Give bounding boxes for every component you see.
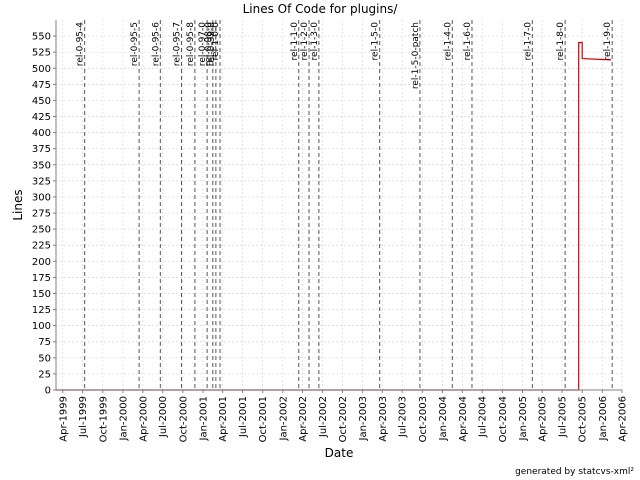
y-tick-label: 250 [32, 225, 51, 236]
release-tag-label: rel-0-95-8 [186, 22, 196, 66]
release-tag-label: rel-0-95-5 [130, 22, 140, 66]
x-tick-label: Jul-2003 [398, 396, 409, 438]
y-tick-label: 150 [32, 289, 51, 300]
x-tick-label: Apr-2003 [378, 396, 389, 442]
release-tag-label: rel-1-8-0 [556, 22, 566, 61]
y-tick-label: 50 [38, 353, 51, 364]
release-tag-label: rel-1-2-0 [300, 22, 310, 61]
y-tick-label: 225 [32, 241, 51, 252]
y-tick-label: 375 [32, 144, 51, 155]
x-tick-label: Apr-2005 [538, 396, 549, 442]
x-tick-label: Jul-1999 [78, 396, 89, 438]
grid [56, 20, 623, 390]
x-tick-label: Jan-2000 [118, 396, 129, 441]
y-tick-label: 525 [32, 48, 51, 59]
x-tick-label: Apr-2002 [298, 396, 309, 442]
x-tick-label: Jan-2004 [438, 396, 449, 441]
release-tag-label: rel-0-98-0 [204, 22, 214, 66]
x-axis: Apr-1999 Jul-1999 Oct-1999 Jan-2000 Apr-2000… [56, 389, 629, 442]
x-tick-label: Apr-2000 [138, 396, 149, 442]
release-tag-label: rel-1-9-0 [603, 22, 613, 61]
y-tick-label: 200 [32, 257, 51, 268]
x-tick-label: Jul-2005 [558, 396, 569, 438]
release-tag-label: rel-1-6-0 [463, 22, 473, 61]
x-tick-label: Jul-2000 [158, 396, 169, 438]
x-tick-label: Jan-2003 [358, 396, 369, 441]
x-tick-label: Jan-2005 [518, 396, 529, 441]
x-tick-label: Jan-2002 [278, 396, 289, 441]
y-tick-label: 550 [32, 32, 51, 43]
x-tick-label: Apr-2004 [458, 396, 469, 442]
x-tick-label: Jan-2001 [198, 396, 209, 441]
release-tag-label: rel-1-3-0 [310, 22, 320, 61]
y-tick-label: 325 [32, 176, 51, 187]
x-tick-label: Oct-1999 [98, 396, 109, 442]
release-tag-label: rel-1-4-0 [443, 22, 453, 61]
y-tick-label: 475 [32, 80, 51, 91]
x-tick-label: Jul-2002 [318, 396, 329, 438]
release-tag-label: rel-0-95-7 [173, 22, 183, 66]
y-tick-label: 100 [32, 321, 51, 332]
y-axis: 0 25 50 75 100 125 150 175 200 225 250 275 300 325 350… [32, 20, 57, 397]
release-tag-label: rel-1-7-0 [523, 22, 533, 61]
y-tick-label: 400 [32, 128, 51, 139]
x-tick-label: Apr-1999 [58, 396, 69, 442]
release-tag-label: rel-0-99-0 [207, 22, 217, 66]
y-tick-label: 425 [32, 112, 51, 123]
x-tick-label: Oct-2001 [258, 396, 269, 442]
x-tick-label: Oct-2005 [578, 396, 589, 442]
release-tag-label: rel-1-5-0 [371, 22, 381, 61]
x-tick-label: Oct-2004 [498, 396, 509, 442]
y-tick-label: 275 [32, 209, 51, 220]
x-tick-label: Jan-2006 [598, 396, 609, 441]
x-axis-label: Date [325, 446, 354, 460]
release-tag-label: rel-1-1-0 [290, 22, 300, 61]
x-tick-label: Oct-2003 [418, 396, 429, 442]
y-tick-label: 0 [45, 386, 51, 397]
x-tick-label: Oct-2000 [178, 396, 189, 442]
release-tag-label: rel-0-95-4 [76, 22, 86, 66]
plot-area [56, 20, 622, 390]
release-tag-label: rel-0-97-0 [198, 22, 208, 66]
chart-title: Lines Of Code for plugins/ [243, 2, 399, 16]
release-tags: rel-0-95-4 rel-0-95-5 rel-0-95-6 rel-0-95-7… [76, 20, 613, 390]
x-tick-label: Apr-2001 [218, 396, 229, 442]
y-tick-label: 175 [32, 273, 51, 284]
x-tick-label: Apr-2006 [618, 396, 629, 442]
x-tick-label: Oct-2002 [338, 396, 349, 442]
y-tick-label: 450 [32, 96, 51, 107]
y-tick-label: 75 [38, 337, 51, 348]
generator-credit: generated by statcvs-xml² [515, 467, 634, 477]
y-tick-label: 500 [32, 64, 51, 75]
x-tick-label: Jul-2001 [238, 396, 249, 438]
x-tick-label: Jul-2004 [478, 396, 489, 438]
y-axis-label: Lines [11, 189, 25, 220]
release-tag-label: rel-0-95-6 [151, 22, 161, 66]
y-tick-label: 125 [32, 305, 51, 316]
y-tick-label: 350 [32, 160, 51, 171]
y-tick-label: 300 [32, 192, 51, 203]
release-tag-label: rel-1-0-0 [211, 22, 221, 61]
y-tick-label: 25 [38, 369, 51, 380]
release-tag-label: rel-1-5-0-patch [411, 22, 421, 89]
